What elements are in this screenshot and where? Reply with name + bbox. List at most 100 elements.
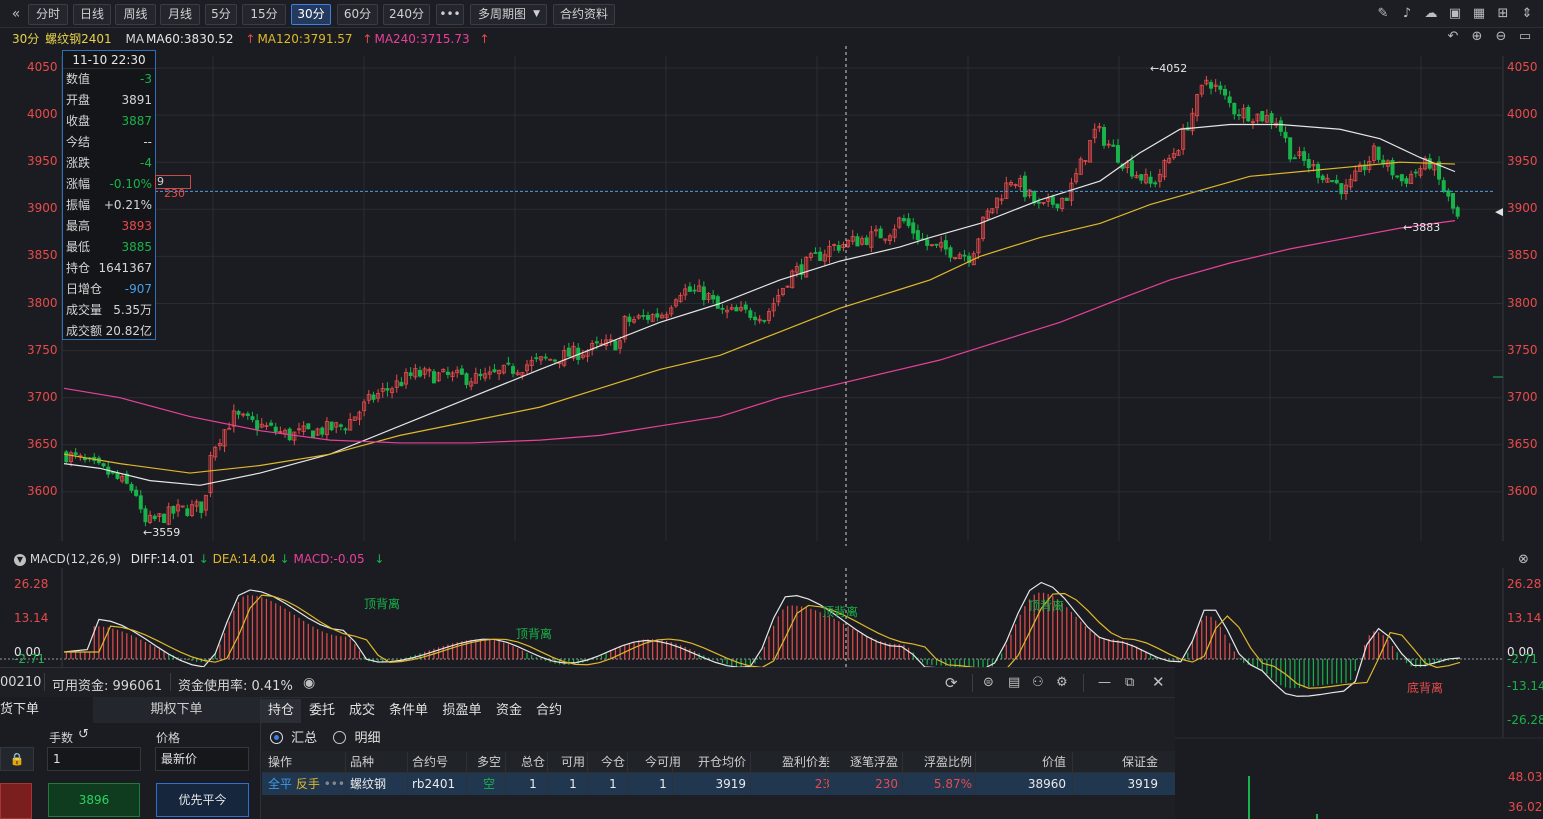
candle-body [469, 381, 474, 387]
cloud-icon[interactable]: ☁ [1424, 6, 1438, 21]
column-header[interactable]: 可用 [560, 755, 585, 769]
candle-body [1306, 159, 1311, 169]
candle-body [357, 411, 362, 420]
multi-period-dropdown[interactable]: 多周期图 ▼ [470, 4, 547, 25]
zoom-in-icon[interactable]: ⊕ [1471, 29, 1483, 44]
grid-icon[interactable]: ⊞ [1497, 6, 1509, 21]
column-header[interactable]: 总仓 [520, 755, 545, 769]
column-header[interactable]: 今可用 [644, 755, 681, 769]
column-header[interactable]: 今仓 [600, 755, 625, 769]
more-actions-button[interactable]: ••• [323, 777, 345, 791]
period-button[interactable]: 5分 [205, 4, 237, 25]
candle-body [343, 428, 348, 431]
detail-radio[interactable] [333, 731, 347, 744]
table-row[interactable]: 全平 反手 ••• 螺纹钢 rb2401 空 1 1 1 1 3919 23 230 5.87% 389… [262, 773, 1175, 795]
candle-body [766, 311, 771, 321]
reverse-button[interactable]: 反手 [295, 777, 320, 791]
calculator-icon[interactable]: ▦ [1472, 6, 1486, 21]
candle-body [1050, 196, 1055, 205]
close-icon[interactable]: ✕ [1152, 673, 1165, 691]
macd-axis-label: 0.00 [14, 645, 41, 659]
period-button[interactable]: 240分 [383, 4, 430, 25]
close-macd-icon[interactable]: ⊗ [1518, 552, 1529, 567]
candle-body [320, 427, 325, 435]
pen-icon[interactable]: ✎ [1377, 6, 1389, 21]
tab-0[interactable]: 持仓 [261, 699, 301, 723]
column-header[interactable]: 浮盈比例 [923, 755, 972, 769]
period-button[interactable]: 日线 [73, 4, 111, 25]
column-header[interactable]: 品种 [350, 755, 375, 769]
column-header[interactable]: 价值 [1041, 755, 1066, 769]
kline-chart[interactable]: ←4052 ←3559 ←3883 [0, 46, 1543, 546]
macd-value: MACD:-0.05 [293, 552, 365, 566]
undo-icon[interactable]: ↶ [1447, 29, 1459, 44]
period-button[interactable]: 分时 [28, 4, 68, 25]
price-axis-label: 3750 [27, 342, 58, 357]
period-button[interactable]: 周线 [115, 4, 156, 25]
summary-radio[interactable] [270, 731, 283, 744]
candle-body [934, 243, 939, 246]
candle-body [1008, 182, 1013, 186]
tab-2[interactable]: 成交 [348, 703, 375, 718]
column-header[interactable]: 操作 [268, 755, 293, 769]
refresh-icon[interactable]: ⟳ [945, 674, 958, 692]
price-select[interactable]: 最新价 [155, 747, 249, 771]
priority-close-today-button[interactable]: 优先平今 [156, 783, 249, 817]
tab-6[interactable]: 合约 [535, 703, 562, 718]
candle-body [552, 359, 557, 362]
candle-body [492, 369, 497, 373]
tab-3[interactable]: 条件单 [388, 703, 428, 718]
double-chevron-left-icon[interactable]: « [11, 6, 21, 22]
option-order-tab[interactable]: 期权下单 [93, 697, 260, 723]
candle-body [892, 228, 897, 238]
restore-icon[interactable]: ⧉ [1125, 675, 1135, 690]
column-header[interactable]: 保证金 [1122, 755, 1159, 769]
card-icon[interactable]: ▤ [1008, 675, 1021, 690]
close-all-button[interactable]: 全平 [268, 777, 293, 791]
contract-info-button[interactable]: 合约资料 [553, 4, 615, 25]
column-header[interactable]: 开仓均价 [697, 755, 746, 769]
tooltip-value: -907 [124, 282, 152, 296]
zoom-out-icon[interactable]: ⊖ [1495, 29, 1507, 44]
period-button[interactable]: 60分 [337, 4, 378, 25]
tooltip-label: 成交量 [66, 303, 103, 317]
futures-order-tab[interactable]: 货下单 [0, 697, 92, 723]
column-header[interactable]: 合约号 [412, 755, 449, 769]
candle-body [1064, 197, 1069, 201]
column-header[interactable]: 多空 [476, 755, 501, 769]
gear-icon[interactable]: ⚙ [1056, 675, 1068, 690]
candle-body [869, 231, 874, 248]
column-header[interactable]: 逐笔浮盈 [849, 755, 898, 769]
bell-icon[interactable]: ♪ [1402, 6, 1412, 21]
candle-body [483, 373, 488, 379]
tooltip-row: 日增仓 -907 [63, 279, 155, 300]
user-settings-icon[interactable]: ⚇ [1032, 675, 1044, 690]
tab-5[interactable]: 资金 [495, 703, 522, 718]
tab-1[interactable]: 委托 [308, 703, 335, 718]
period-button[interactable]: 15分 [242, 4, 286, 25]
buy-price-button[interactable]: 3896 [48, 783, 140, 817]
camera-icon[interactable]: ▣ [1448, 6, 1462, 21]
arrow-up-icon: ↑ [245, 32, 256, 46]
eye-icon[interactable]: ◉ [303, 675, 316, 691]
reset-icon[interactable]: ↺ [78, 727, 89, 742]
candle-body [1060, 197, 1065, 209]
period-button[interactable]: 30分 [291, 4, 331, 25]
sell-button[interactable] [0, 783, 32, 819]
window-icon[interactable]: ▭ [1518, 29, 1532, 44]
period-button[interactable]: 月线 [160, 4, 200, 25]
chat-icon[interactable]: ⊜ [983, 675, 994, 690]
tooltip-value: 20.82亿 [105, 324, 152, 338]
lock-icon[interactable]: 🔒 [0, 747, 34, 771]
tab-4[interactable]: 损盈单 [442, 703, 482, 718]
qty-input[interactable]: 1 [47, 747, 141, 771]
candle-body [711, 294, 716, 300]
macd-collapse-icon[interactable]: ▼ [14, 553, 26, 566]
column-header[interactable]: 盈利价差 [781, 755, 830, 769]
tooltip-label: 成交额 [66, 324, 103, 338]
candle-body [887, 235, 892, 242]
vertical-arrows-icon[interactable]: ⇕ [1521, 6, 1533, 21]
divergence-label: 顶背离 [516, 626, 552, 641]
more-button[interactable]: ••• [436, 4, 464, 25]
minimize-icon[interactable]: — [1098, 675, 1111, 690]
